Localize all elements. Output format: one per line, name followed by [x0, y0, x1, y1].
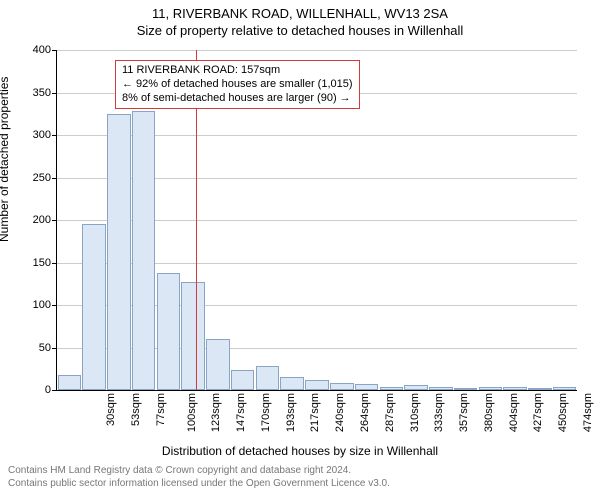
chart-title-sub: Size of property relative to detached ho… — [0, 21, 600, 42]
x-tick-label: 333sqm — [433, 393, 445, 432]
x-axis-ticks: 30sqm 53sqm 77sqm 100sqm 123sqm 147sqm 170sqm 1… — [56, 390, 576, 430]
legend-line: 8% of semi-detached houses are larger (9… — [122, 92, 353, 106]
x-tick-label: 427sqm — [532, 393, 544, 432]
histogram-bar — [58, 375, 82, 390]
y-tick-label: 350 — [33, 87, 57, 99]
histogram-bar — [181, 282, 205, 390]
histogram-bar — [280, 377, 304, 390]
y-tick-label: 250 — [33, 172, 57, 184]
footer-line-1: Contains HM Land Registry data © Crown c… — [8, 464, 592, 477]
x-tick-label: 474sqm — [582, 393, 594, 432]
legend-line: ← 92% of detached houses are smaller (1,… — [122, 78, 353, 92]
y-axis-label: Number of detached properties — [0, 77, 11, 242]
x-tick-label: 147sqm — [235, 393, 247, 432]
y-tick-label: 50 — [39, 342, 57, 354]
x-tick-label: 287sqm — [384, 393, 396, 432]
plot-region: 05010015020025030035040011 RIVERBANK ROA… — [56, 50, 577, 391]
x-tick-label: 240sqm — [334, 393, 346, 432]
x-tick-label: 450sqm — [557, 393, 569, 432]
x-tick-label: 123sqm — [211, 393, 223, 432]
x-tick-label: 264sqm — [359, 393, 371, 432]
x-tick-label: 170sqm — [260, 393, 272, 432]
y-tick-label: 400 — [33, 44, 57, 56]
chart-footer: Contains HM Land Registry data © Crown c… — [0, 458, 600, 490]
histogram-bar — [330, 383, 354, 390]
x-tick-label: 53sqm — [130, 393, 142, 426]
x-tick-label: 30sqm — [105, 393, 117, 426]
y-tick-label: 200 — [33, 214, 57, 226]
histogram-bar — [157, 273, 181, 390]
y-tick-label: 300 — [33, 129, 57, 141]
x-tick-label: 357sqm — [458, 393, 470, 432]
gridline — [57, 50, 577, 51]
x-tick-label: 404sqm — [508, 393, 520, 432]
footer-line-2: Contains public sector information licen… — [8, 477, 592, 490]
x-tick-label: 193sqm — [285, 393, 297, 432]
histogram-bar — [231, 370, 255, 390]
x-tick-label: 100sqm — [186, 393, 198, 432]
legend-line: 11 RIVERBANK ROAD: 157sqm — [122, 64, 353, 78]
histogram-bar — [82, 224, 106, 390]
chart-title-main: 11, RIVERBANK ROAD, WILLENHALL, WV13 2SA — [0, 0, 600, 21]
y-tick-label: 100 — [33, 299, 57, 311]
x-tick-label: 380sqm — [483, 393, 495, 432]
histogram-bar — [206, 339, 230, 390]
histogram-bar — [256, 366, 280, 390]
chart-area: Number of detached properties 0501001502… — [0, 42, 600, 442]
x-tick-label: 217sqm — [310, 393, 322, 432]
histogram-bar — [132, 111, 156, 390]
x-tick-label: 77sqm — [155, 393, 167, 426]
x-axis-title: Distribution of detached houses by size … — [0, 442, 600, 458]
x-tick-label: 310sqm — [409, 393, 421, 432]
marker-legend: 11 RIVERBANK ROAD: 157sqm← 92% of detach… — [115, 60, 360, 109]
histogram-bar — [305, 380, 329, 390]
y-tick-label: 150 — [33, 257, 57, 269]
histogram-bar — [107, 114, 131, 390]
